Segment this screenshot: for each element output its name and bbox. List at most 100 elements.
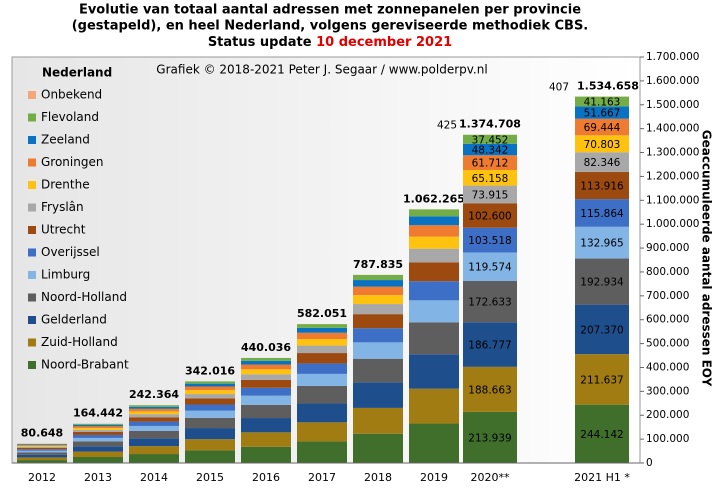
legend-label: Fryslân — [41, 200, 84, 214]
bar-segment — [575, 135, 629, 153]
bar-segment — [129, 430, 179, 439]
bar-segment — [73, 441, 123, 447]
bar-segment — [297, 332, 347, 339]
bar-segment — [575, 171, 629, 200]
bar-segment — [575, 226, 629, 259]
bar-segment — [241, 418, 291, 433]
bar-segment — [241, 404, 291, 419]
bar-segment — [409, 322, 459, 355]
status-line: Status update 10 december 2021 — [208, 35, 452, 50]
total-label: 1.062.265 — [403, 192, 465, 205]
total-label: 1.534.658 — [577, 79, 639, 92]
bar-segment — [463, 155, 517, 171]
bar-segment — [129, 411, 179, 415]
bar-segment — [575, 404, 629, 463]
data-label: 186.777 — [468, 340, 511, 352]
bar-segment — [297, 363, 347, 374]
bar-segment — [73, 432, 123, 435]
bar-segment — [463, 411, 517, 463]
x-tick-label: 2013 — [84, 471, 112, 484]
bar-segment — [463, 203, 517, 228]
bar-segment — [17, 445, 67, 447]
bar-segment — [575, 152, 629, 172]
legend-label: Noord-Holland — [41, 290, 127, 304]
bar-segment — [73, 428, 123, 430]
bar-segment — [185, 428, 235, 440]
y-tick-label: 1.100.000 — [646, 194, 699, 206]
bar-segment — [575, 354, 629, 405]
bar-segment — [409, 236, 459, 249]
legend-swatch — [28, 338, 36, 347]
legend-swatch — [28, 113, 36, 122]
bar-segment — [575, 304, 629, 355]
bar-segment — [73, 426, 123, 429]
bar-segment — [185, 394, 235, 399]
bar-segment — [17, 449, 67, 451]
bar-segment — [17, 445, 67, 446]
bar-segment — [241, 369, 291, 375]
data-label: 103.518 — [468, 235, 511, 247]
bar-segment — [463, 134, 517, 144]
data-label: 61.712 — [472, 158, 509, 170]
bar-segment — [297, 441, 347, 463]
data-label: 51.667 — [584, 108, 621, 120]
legend-label: Drenthe — [41, 178, 90, 192]
bar-segment — [73, 429, 123, 433]
legend-label: Zeeland — [41, 133, 90, 147]
x-tick-label: 2020** — [471, 471, 510, 484]
bar-segment — [463, 322, 517, 367]
bar-segment — [297, 338, 347, 346]
total-label: 582.051 — [297, 307, 347, 320]
bar-segment — [185, 439, 235, 451]
bar-segment — [129, 417, 179, 422]
legend-title: Nederland — [42, 66, 112, 80]
y-axis-label: Geaccumuleerde aantal adressen EOY — [700, 130, 714, 387]
data-label: 244.142 — [580, 429, 623, 441]
bar-segment — [17, 444, 67, 446]
y-tick-label: 900.000 — [646, 242, 689, 254]
y-tick-label: 700.000 — [646, 290, 689, 302]
bar-segment — [241, 395, 291, 405]
bar-segment — [463, 252, 517, 282]
legend-label: Gelderland — [41, 313, 107, 327]
bar-segment — [353, 382, 403, 408]
legend-label: Flevoland — [41, 110, 99, 124]
y-tick-label: 500.000 — [646, 338, 689, 350]
bar-segment — [17, 450, 67, 453]
x-tick-label: 2015 — [196, 471, 224, 484]
bar-segment — [17, 447, 67, 450]
bar-segment — [129, 446, 179, 455]
legend-swatch — [28, 181, 36, 189]
bar-segment — [17, 443, 67, 445]
bar-segment — [73, 451, 123, 457]
bar-segment — [353, 286, 403, 296]
bar-segment — [185, 383, 235, 387]
total-label: 80.648 — [21, 427, 63, 440]
bar-segment — [129, 438, 179, 447]
total-label: 342.016 — [185, 364, 235, 377]
legend-label: Overijssel — [41, 245, 100, 259]
bar-segment — [575, 118, 629, 136]
bar-segment — [17, 446, 67, 448]
bar-segment — [185, 386, 235, 391]
bar-segment — [241, 432, 291, 447]
y-tick-label: 1.700.000 — [646, 51, 699, 63]
bar-segment — [353, 314, 403, 329]
bar-segment — [297, 403, 347, 423]
bar-segment — [73, 424, 123, 427]
bar-segment — [185, 381, 235, 384]
bar-segment — [17, 457, 67, 461]
y-tick-label: 100.000 — [646, 433, 689, 445]
y-tick-label: 1.300.000 — [646, 147, 699, 159]
data-label: 119.574 — [468, 262, 512, 274]
bar-segment — [241, 358, 291, 361]
data-label: 70.803 — [584, 139, 621, 151]
bar-segment — [353, 433, 403, 463]
bar-segment — [575, 96, 629, 107]
data-label: 425 — [437, 120, 457, 132]
bar-segment — [297, 345, 347, 354]
total-label: 1.374.708 — [459, 118, 521, 131]
date: 10 december 2021 — [316, 35, 452, 50]
bar-segment — [297, 353, 347, 364]
bar-segment — [297, 385, 347, 404]
